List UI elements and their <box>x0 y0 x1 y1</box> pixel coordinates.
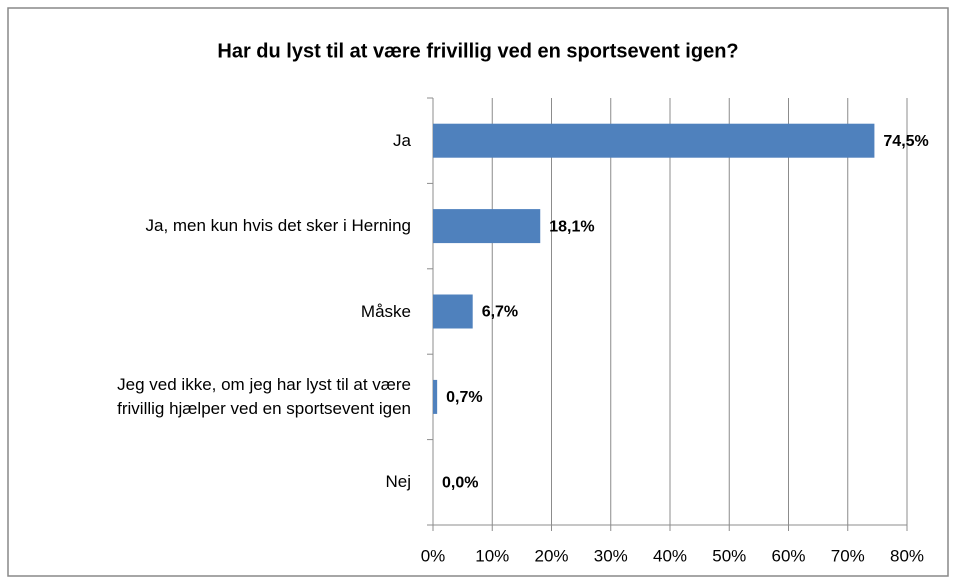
y-tick-label: Jeg ved ikke, om jeg har lyst til at vær… <box>117 374 411 418</box>
x-tick-label: 0% <box>421 546 446 565</box>
data-label: 0,7% <box>446 389 482 406</box>
x-tick-label: 40% <box>653 546 687 565</box>
data-label: 18,1% <box>549 218 594 235</box>
x-tick-label: 70% <box>831 546 865 565</box>
chart-title: Har du lyst til at være frivillig ved en… <box>217 40 738 62</box>
x-tick-label: 30% <box>594 546 628 565</box>
y-tick-label: Ja, men kun hvis det sker i Herning <box>145 216 411 236</box>
x-tick-label: 50% <box>712 546 746 565</box>
x-tick-label: 80% <box>890 546 924 565</box>
bar <box>433 209 541 244</box>
chart-frame <box>7 7 949 577</box>
y-tick-label: Ja <box>393 130 411 150</box>
bar <box>433 123 875 158</box>
bar <box>433 294 473 329</box>
data-label: 0,0% <box>442 475 478 492</box>
data-label: 6,7% <box>482 304 518 321</box>
y-tick-label: Måske <box>360 301 411 321</box>
y-tick-label: Nej <box>385 472 411 492</box>
x-tick-label: 20% <box>534 546 568 565</box>
data-label: 74,5% <box>883 133 928 150</box>
x-tick-label: 10% <box>475 546 509 565</box>
x-tick-label: 60% <box>771 546 805 565</box>
bar <box>433 379 438 414</box>
